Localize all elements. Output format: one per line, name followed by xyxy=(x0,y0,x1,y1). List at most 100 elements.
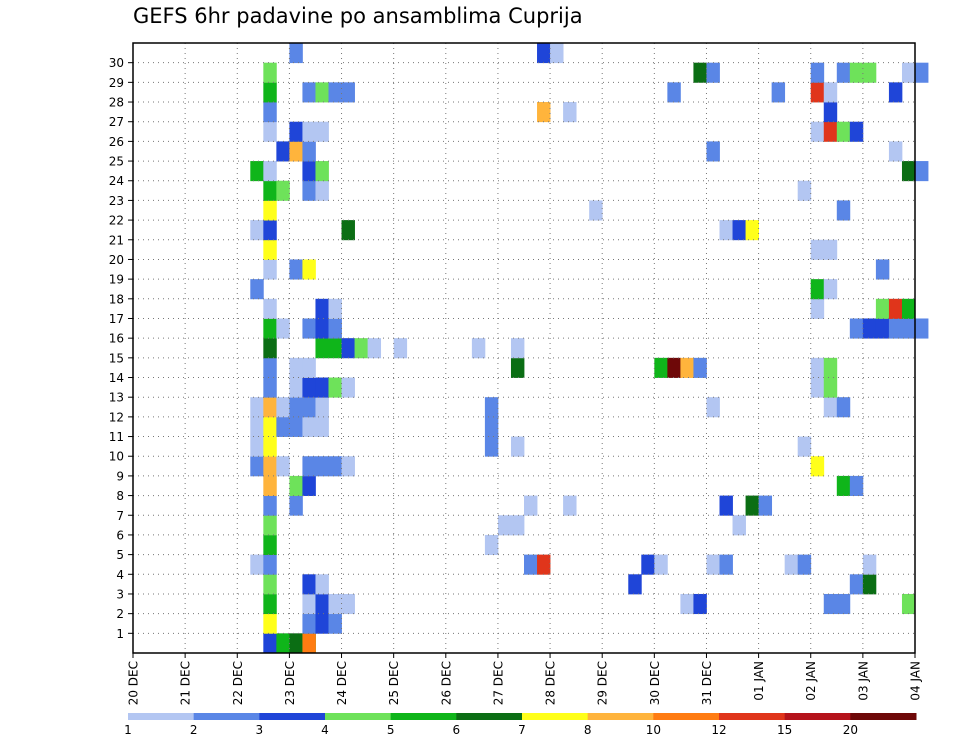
y-tick-label: 22 xyxy=(109,214,124,228)
heatmap-cell xyxy=(302,456,316,477)
y-tick-label: 5 xyxy=(116,548,124,562)
heatmap-cell xyxy=(263,377,277,398)
y-tick-label: 7 xyxy=(116,509,124,523)
heatmap-cell xyxy=(289,397,303,418)
heatmap-cell xyxy=(315,338,329,359)
y-tick-label: 20 xyxy=(109,253,124,267)
chart-cells xyxy=(250,43,929,654)
heatmap-cell xyxy=(537,102,551,123)
y-tick-label: 4 xyxy=(116,568,124,582)
heatmap-cell xyxy=(263,298,277,319)
heatmap-cell xyxy=(797,554,812,575)
legend-break-label: 12 xyxy=(711,723,726,737)
heatmap-cell xyxy=(836,121,851,142)
heatmap-cell xyxy=(810,239,825,260)
heatmap-cell xyxy=(823,82,838,103)
heatmap-cell xyxy=(250,397,264,418)
heatmap-cell xyxy=(302,574,316,595)
heatmap-cell xyxy=(328,613,342,634)
heatmap-cell xyxy=(823,279,838,300)
heatmap-cell xyxy=(719,554,733,575)
heatmap-cell xyxy=(263,121,277,142)
heatmap-cell xyxy=(263,613,277,634)
x-tick-label: 27 DEC xyxy=(491,661,505,705)
y-tick-label: 21 xyxy=(109,233,124,247)
heatmap-cell xyxy=(315,416,329,437)
legend-break-label: 20 xyxy=(843,723,858,737)
heatmap-cell xyxy=(484,436,499,457)
heatmap-cell xyxy=(836,397,851,418)
heatmap-cell xyxy=(263,357,277,378)
heatmap-cell xyxy=(302,259,316,280)
x-tick-label: 29 DEC xyxy=(596,661,610,705)
heatmap-cell xyxy=(915,318,929,339)
legend-break-label: 10 xyxy=(646,723,661,737)
x-tick-label: 04 JAN xyxy=(909,661,923,701)
heatmap-cell xyxy=(849,62,864,83)
heatmap-cell xyxy=(328,318,342,339)
heatmap-cell xyxy=(302,593,316,615)
y-tick-label: 25 xyxy=(109,155,124,169)
plot-frame xyxy=(132,42,916,654)
heatmap-cell xyxy=(680,593,694,615)
heatmap-cell xyxy=(315,318,329,339)
heatmap-cell xyxy=(289,377,303,398)
y-tick-label: 23 xyxy=(109,194,124,208)
heatmap-cell xyxy=(667,357,681,378)
x-tick-label: 28 DEC xyxy=(544,661,558,705)
heatmap-cell xyxy=(680,357,694,378)
y-tick-label: 6 xyxy=(116,528,124,542)
heatmap-cell xyxy=(276,180,290,201)
heatmap-cell xyxy=(263,397,277,418)
heatmap-cell xyxy=(328,298,342,319)
heatmap-cell xyxy=(276,397,290,418)
heatmap-cell xyxy=(276,633,290,654)
heatmap-cell xyxy=(315,574,329,595)
heatmap-cell xyxy=(745,220,759,241)
heatmap-cell xyxy=(771,82,786,103)
heatmap-cell xyxy=(263,318,277,339)
heatmap-cell xyxy=(250,279,264,300)
heatmap-cell xyxy=(719,220,733,241)
heatmap-cell xyxy=(341,220,355,241)
heatmap-cell xyxy=(497,515,512,536)
y-tick-label: 17 xyxy=(109,312,124,326)
heatmap-cell xyxy=(862,554,877,575)
heatmap-cell xyxy=(550,43,564,64)
heatmap-cell xyxy=(250,220,264,241)
legend-swatch xyxy=(193,713,260,720)
heatmap-cell xyxy=(263,574,277,595)
heatmap-cell xyxy=(888,82,903,103)
heatmap-cell xyxy=(471,338,486,359)
heatmap-cell xyxy=(732,220,746,241)
y-tick-label: 24 xyxy=(109,174,124,188)
x-tick-label: 03 JAN xyxy=(856,661,870,701)
heatmap-cell xyxy=(823,593,838,615)
heatmap-cell xyxy=(810,357,825,378)
heatmap-cell xyxy=(263,515,277,536)
heatmap-cell xyxy=(315,180,329,201)
heatmap-cell xyxy=(263,62,277,83)
heatmap-cell xyxy=(823,121,838,142)
heatmap-cell xyxy=(849,574,864,595)
x-axis: 20 DEC 21 DEC 22 DEC 23 DEC 24 DEC 25 DEC 26 D… xyxy=(127,653,923,705)
heatmap-cell xyxy=(901,161,916,182)
heatmap-cell xyxy=(784,554,799,575)
heatmap-cell xyxy=(393,338,408,359)
heatmap-cell xyxy=(302,475,316,496)
heatmap-cell xyxy=(849,475,864,496)
legend-break-label: 7 xyxy=(518,723,526,737)
heatmap-cell xyxy=(484,397,499,418)
heatmap-cell xyxy=(302,318,316,339)
heatmap-cell xyxy=(302,377,316,398)
heatmap-cell xyxy=(289,475,303,496)
heatmap-cell xyxy=(862,318,877,339)
x-tick-label: 30 DEC xyxy=(648,661,662,705)
x-tick-label: 21 DEC xyxy=(179,661,193,705)
heatmap-cell xyxy=(354,338,368,359)
heatmap-cell xyxy=(276,416,290,437)
y-tick-label: 13 xyxy=(109,391,124,405)
heatmap-cell xyxy=(849,318,864,339)
heatmap-cell xyxy=(289,495,303,516)
